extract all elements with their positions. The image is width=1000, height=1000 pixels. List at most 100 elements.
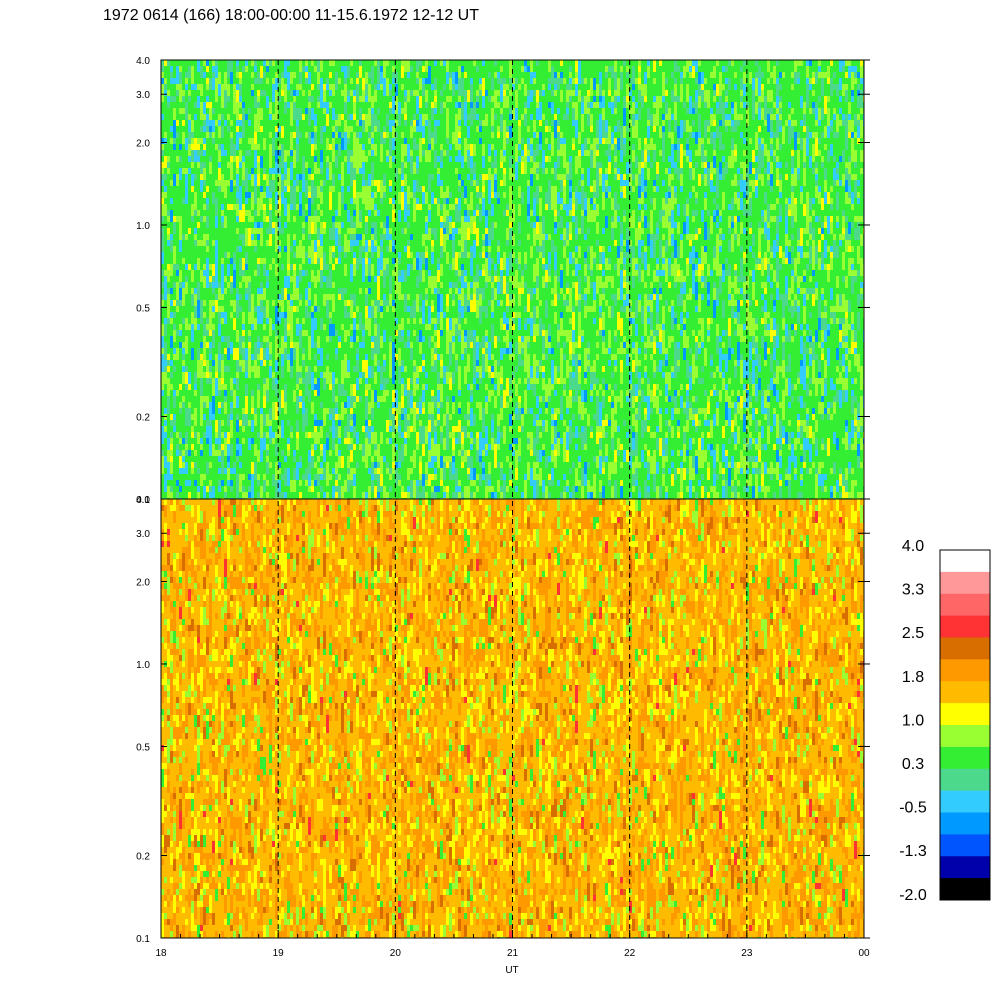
spectrogram-cell [479,330,482,342]
spectrogram-cell [437,288,440,294]
spectrogram-cell [347,414,350,432]
spectrogram-cell [200,78,203,84]
spectrogram-cell [377,336,380,354]
spectrogram-cell [458,390,461,396]
spectrogram-cell [491,372,494,378]
spectrogram-cell [362,372,365,378]
spectrogram-cell [416,210,419,216]
spectrogram-cell [215,240,218,246]
spectrogram-cell [356,354,359,360]
spectrogram-cell [317,72,320,84]
spectrogram-cell [179,450,182,456]
spectrogram-cell [359,210,362,228]
spectrogram-cell [278,480,281,492]
spectrogram-cell [170,450,173,456]
spectrogram-cell [461,264,464,270]
spectrogram-cell [377,324,380,342]
spectrogram-cell [212,474,215,492]
spectrogram-cell [485,426,488,444]
spectrogram-cell [461,102,464,120]
spectrogram-cell [374,114,377,126]
spectrogram-cell [344,360,347,378]
spectrogram-cell [206,438,209,444]
spectrogram-cell [434,330,437,336]
spectrogram-cell [230,210,233,222]
spectrogram-cell [245,402,248,420]
spectrogram-cell [266,96,269,108]
spectrogram-cell [470,258,473,276]
spectrogram-cell [203,234,206,246]
spectrogram-cell [458,300,461,312]
spectrogram-cell [416,450,419,468]
spectrogram-cell [284,276,287,294]
spectrogram-cell [500,378,503,384]
spectrogram-cell [287,204,290,222]
spectrogram-cell [254,72,257,78]
spectrogram-cell [527,204,530,216]
spectrogram-cell [380,456,383,462]
spectrogram-cell [494,114,497,120]
spectrogram-cell [434,420,437,426]
spectrogram-cell [452,270,455,276]
spectrogram-cell [335,444,338,456]
spectrogram-cell [311,138,314,144]
spectrogram-cell [416,120,419,126]
spectrogram-cell [224,138,227,150]
spectrogram-cell [320,408,323,426]
spectrogram-cell [257,366,260,378]
spectrogram-cell [194,480,197,486]
spectrogram-cell [275,252,278,270]
spectrogram-cell [524,102,527,108]
spectrogram-cell [314,354,317,360]
spectrogram-cell [365,72,368,84]
spectrogram-cell [347,336,350,354]
spectrogram-cell [305,144,308,150]
spectrogram-cell [248,228,251,246]
spectrogram-cell [407,372,410,378]
spectrogram-cell [365,252,368,258]
spectrogram-cell [176,204,179,222]
spectrogram-cell [206,102,209,108]
spectrogram-cell [503,300,506,318]
spectrogram-cell [224,90,227,108]
spectrogram-cell [419,96,422,114]
spectrogram-cell [323,492,326,498]
spectrogram-cell [347,114,350,120]
spectrogram-cell [380,114,383,120]
spectrogram-cell [503,276,506,294]
spectrogram-cell [314,222,317,234]
spectrogram-cell [242,72,245,78]
spectrogram-cell [188,258,191,264]
spectrogram-cell [440,108,443,114]
spectrogram-cell [161,180,164,186]
spectrogram-cell [380,198,383,204]
spectrogram-cell [407,378,410,396]
spectrogram-cell [407,360,410,372]
spectrogram-cell [503,126,506,144]
spectrogram-cell [497,282,500,300]
spectrogram-cell [458,144,461,150]
spectrogram-cell [368,486,371,499]
spectrogram-cell [479,324,482,330]
spectrogram-cell [332,402,335,408]
spectrogram-cell [449,222,452,240]
spectrogram-cell [467,156,470,168]
spectrogram-cell [521,300,524,318]
spectrogram-cell [221,126,224,138]
spectrogram-cell [434,228,437,240]
spectrogram-cell [263,396,266,408]
spectrogram-cell [314,66,317,72]
spectrogram-cell [473,222,476,234]
spectrogram-cell [242,468,245,474]
spectrogram-cell [224,228,227,240]
spectrogram-cell [341,90,344,96]
spectrogram-cell [203,222,206,234]
spectrogram-cell [473,456,476,474]
spectrogram-cell [326,180,329,198]
spectrogram-cell [353,468,356,474]
spectrogram-cell [227,144,230,150]
spectrogram-cell [194,408,197,426]
spectrogram-cell [425,438,428,444]
spectrogram-cell [320,426,323,444]
spectrogram-cell [452,96,455,102]
